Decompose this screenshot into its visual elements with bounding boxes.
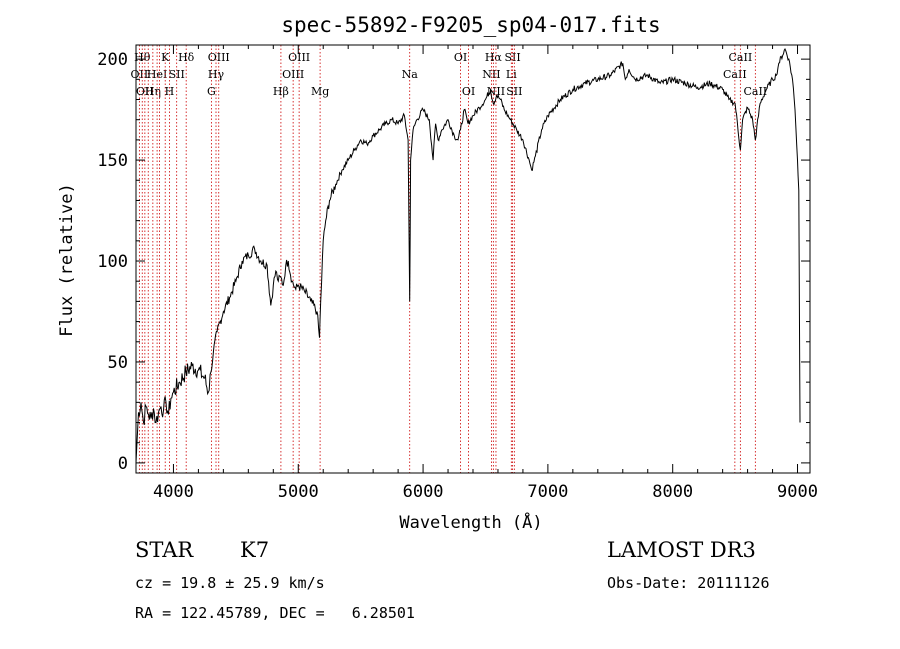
x-tick-label: 8000 [652,482,693,502]
line-marker-label: OIII [282,68,304,81]
line-marker-label: CaII [729,51,753,64]
redshift-velocity: cz = 19.8 ± 25.9 km/s [135,574,325,592]
line-marker-label: Hδ [178,51,195,64]
line-marker-label: NII [482,68,500,81]
x-tick-label: 5000 [278,482,319,502]
line-marker-label: OI [454,51,467,64]
object-class: STAR [135,538,194,562]
line-marker-label: Na [402,68,419,81]
x-tick-label: 4000 [153,482,194,502]
line-marker-label: CaII [723,68,747,81]
y-tick-label: 100 [97,252,128,272]
line-marker-label: CaII [743,85,767,98]
chart-title: spec-55892-F9205_sp04-017.fits [281,13,660,37]
line-marker-label: OIII [288,51,310,64]
plot-frame [135,44,811,474]
line-marker-label: SII [506,85,522,98]
line-marker-label: OII [136,85,154,98]
sky-coordinates: RA = 122.45789, DEC = 6.28501 [135,604,415,622]
line-marker-label: SII [504,51,520,64]
line-marker-label: H [165,85,175,98]
y-ticks: 0 50 100 150 200 [97,50,810,474]
x-tick-label: 6000 [403,482,444,502]
x-tick-label: 9000 [777,482,818,502]
line-marker-label: Li [506,68,517,81]
line-marker-label: NII [487,85,505,98]
spectrum-series [135,47,801,463]
line-marker-label: HeI [147,68,167,81]
y-axis-label: Flux (relative) [57,183,77,337]
y-tick-label: 0 [118,454,128,474]
y-tick-label: 200 [97,50,128,70]
y-tick-label: 50 [108,353,128,373]
spectrum-line [135,47,801,463]
line-marker-label: Hθ [134,51,151,64]
object-subclass: K7 [240,538,270,562]
x-tick-label: 7000 [527,482,568,502]
line-marker-label: SII [169,68,185,81]
line-marker-label: Hβ [273,85,289,98]
line-markers: OIIHθOIIHηHeIKHSIIHδGHγOIIIHβOIIIOIIIMgN… [131,45,767,473]
observation-date: Obs-Date: 20111126 [607,574,770,592]
x-axis-label: Wavelength (Å) [399,511,542,533]
line-marker-label: Hγ [208,68,225,81]
line-marker-label: Hα [485,51,503,64]
y-tick-label: 150 [97,151,128,171]
x-ticks: 4000 5000 6000 7000 8000 9000 [153,45,818,502]
line-marker-label: OIII [208,51,230,64]
line-marker-label: Hη [145,85,161,98]
line-marker-label: OII [131,68,149,81]
line-marker-label: Mg [311,85,329,98]
line-marker-label: K [161,51,170,64]
line-marker-label: G [207,85,216,98]
survey-name: LAMOST DR3 [607,538,756,562]
line-marker-label: OI [462,85,475,98]
